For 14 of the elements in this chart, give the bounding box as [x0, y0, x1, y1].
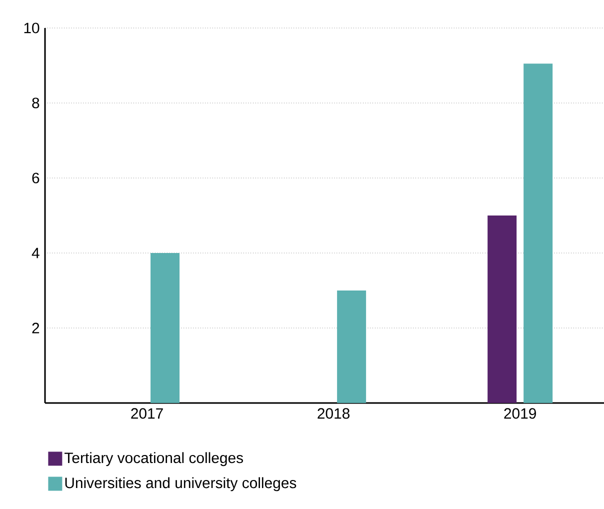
- x-tick-label: 2018: [318, 408, 350, 419]
- legend-label: Universities and university colleges: [65, 477, 296, 492]
- y-tick-label: 6: [32, 172, 40, 184]
- bar: [150, 252, 180, 403]
- bar: [488, 215, 517, 403]
- x-tick-label: 2019: [504, 408, 536, 419]
- y-tick-label: 4: [32, 248, 40, 258]
- x-tick-label: 2017: [131, 408, 163, 419]
- y-tick-label: 10: [24, 22, 40, 34]
- y-tick-label: 8: [32, 98, 40, 108]
- y-tick-label: 2: [32, 322, 40, 334]
- legend-label: Tertiary vocational colleges: [64, 452, 244, 466]
- bar: [337, 290, 366, 403]
- bar: [524, 64, 553, 403]
